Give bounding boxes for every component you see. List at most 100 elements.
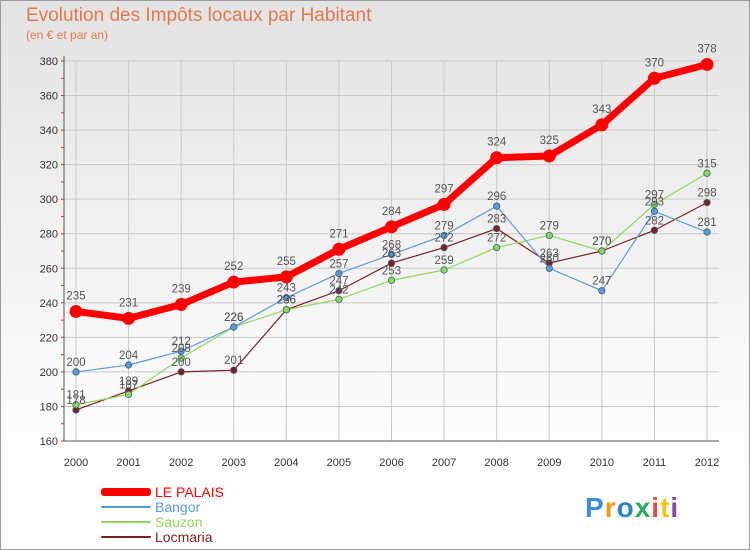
data-label: 263: [540, 248, 559, 260]
data-point: [335, 295, 343, 303]
data-label: 270: [592, 236, 611, 248]
x-tick-label: 2011: [643, 457, 667, 469]
data-point: [493, 224, 501, 233]
data-label: 200: [172, 357, 191, 369]
y-tick-label: 200: [40, 367, 58, 379]
data-point: [493, 202, 501, 210]
data-label: 279: [540, 220, 559, 232]
y-tick-label: 180: [40, 401, 58, 413]
y-tick-label: 220: [40, 332, 58, 344]
logo-letter: P: [585, 492, 605, 523]
data-point: [230, 366, 238, 374]
data-point: [335, 269, 343, 278]
data-point: [177, 347, 185, 355]
x-tick-label: 2012: [695, 457, 719, 469]
data-label: 201: [224, 355, 243, 367]
data-label: 370: [645, 57, 664, 69]
data-label: 284: [382, 206, 402, 218]
data-label: 378: [697, 43, 716, 55]
legend-label: Sauzon: [155, 513, 203, 530]
legend-item: Bangor: [101, 499, 224, 515]
data-label: 281: [697, 217, 716, 229]
data-label: 212: [172, 336, 191, 348]
logo-letter: i: [651, 492, 661, 523]
legend-item: Locmaria: [101, 528, 224, 545]
data-point: [332, 242, 346, 256]
y-tick-label: 260: [40, 263, 58, 275]
data-point: [177, 368, 185, 376]
data-label: 324: [487, 137, 507, 149]
x-tick-label: 2004: [274, 457, 298, 469]
data-point: [647, 71, 661, 85]
data-label: 200: [66, 357, 85, 369]
data-point: [545, 231, 553, 240]
data-point: [122, 311, 136, 325]
data-label: 253: [382, 265, 401, 277]
data-label: 325: [540, 135, 559, 147]
legend-swatch: [101, 520, 151, 523]
logo-letter: i: [670, 492, 680, 523]
data-point: [542, 149, 556, 163]
data-point: [335, 287, 343, 295]
data-label: 247: [329, 276, 348, 288]
data-point: [595, 118, 609, 132]
data-label: 270: [592, 236, 611, 248]
data-point: [703, 199, 711, 207]
data-label: 243: [277, 283, 296, 295]
x-tick-label: 2001: [116, 457, 140, 469]
data-point: [703, 169, 711, 177]
data-point: [440, 266, 448, 274]
data-label: 204: [119, 350, 139, 362]
data-label: 226: [224, 312, 243, 324]
data-label: 259: [434, 255, 453, 267]
data-label: 178: [66, 395, 85, 407]
legend-swatch: [101, 535, 151, 538]
data-label: 272: [434, 233, 453, 245]
legend-label: Locmaria: [155, 528, 213, 545]
y-tick-label: 300: [40, 194, 58, 206]
chart-title: Evolution des Impôts locaux par Habitant: [26, 5, 372, 26]
legend: LE PALAIS Bangor Sauzon Locmaria: [101, 483, 225, 545]
data-label: 296: [487, 191, 506, 203]
legend-label: LE PALAIS: [155, 483, 225, 500]
data-label: 282: [645, 215, 664, 227]
data-label: 279: [434, 220, 453, 232]
data-point: [387, 276, 396, 284]
legend-swatch: [101, 487, 151, 496]
data-point: [385, 220, 398, 234]
data-label: 247: [592, 276, 611, 288]
data-label: 208: [172, 343, 191, 355]
chart-subtitle: (en € et par an): [26, 28, 109, 42]
data-label: 189: [119, 376, 138, 388]
data-point: [545, 264, 553, 272]
data-label: 239: [172, 284, 191, 296]
data-point: [440, 243, 448, 252]
legend-swatch: [101, 505, 151, 508]
data-point: [700, 57, 714, 71]
data-point: [72, 401, 80, 409]
y-tick-label: 380: [40, 56, 58, 68]
x-tick-label: 2003: [222, 457, 246, 469]
data-point: [650, 207, 659, 215]
data-point: [650, 200, 659, 208]
data-label: 252: [224, 261, 243, 273]
logo-letter: o: [616, 492, 635, 523]
data-labels: 235 231 239 252 255 271 284 297 324 325 343 370 378 2…: [66, 43, 716, 406]
legend-item: Sauzon: [101, 513, 224, 530]
data-label: 297: [434, 183, 453, 195]
data-label: 272: [487, 233, 506, 245]
x-tick-label: 2005: [327, 457, 351, 469]
data-point: [437, 197, 451, 211]
data-label: 235: [66, 290, 85, 302]
data-label: 260: [540, 253, 559, 265]
data-label: 297: [645, 189, 664, 201]
data-point: [598, 287, 606, 295]
data-point: [279, 270, 293, 284]
data-point: [440, 231, 448, 240]
data-point: [282, 306, 290, 314]
axes: 160 180 200 220 240 260 280 300 320 340 360 380 2000…: [40, 56, 719, 469]
x-tick-label: 2007: [432, 457, 456, 469]
x-tick-label: 2006: [379, 457, 403, 469]
